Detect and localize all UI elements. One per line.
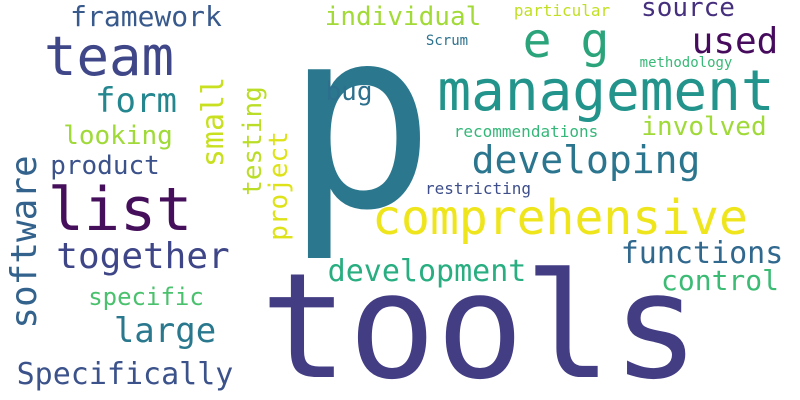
word-looking: looking [63,121,173,151]
word-recommendations: recommendations [453,122,599,141]
word-list: list [47,175,193,245]
word-large: large [113,311,217,351]
word-individual: individual [324,2,482,32]
word-product: product [50,151,160,181]
word-control: control [660,264,780,297]
word-scrum: Scrum [425,33,469,49]
word-small: small [196,76,231,168]
word-source: source [641,0,735,23]
word-tools: tools [260,242,700,400]
word-bug: bug [325,77,373,107]
word-testing: testing [238,86,268,196]
word-developing: developing [471,138,701,182]
word-involved: involved [641,112,767,142]
word-e-g: e g [522,13,610,69]
word-project: project [264,131,294,241]
word-framework: framework [70,0,222,33]
word-functions: functions [620,236,784,271]
word-development: development [327,254,527,289]
word-used: used [691,21,779,62]
word-specifically: Specifically [16,357,234,392]
word-management: management [437,59,775,124]
word-team: team [43,25,175,88]
word-specific: specific [88,283,204,311]
word-form: form [95,81,177,121]
word-together: together [56,236,230,277]
word-p: p [284,0,436,265]
word-methodology: methodology [639,55,733,71]
word-comprehensive: comprehensive [372,190,748,246]
word-restricting: restricting [425,179,531,198]
word-software: software [4,155,45,329]
word-particular: particular [513,1,611,20]
